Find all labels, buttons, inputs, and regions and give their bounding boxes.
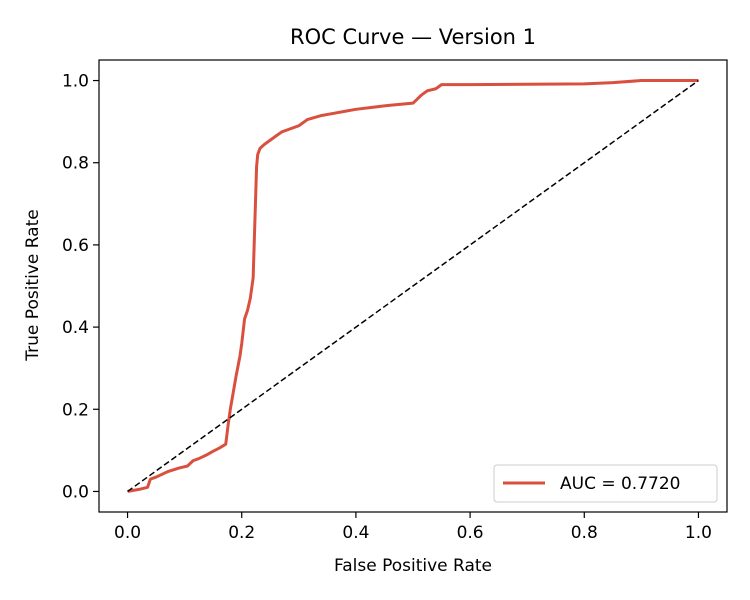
legend-box [493, 464, 718, 503]
y-tick-label: 1.0 [62, 72, 89, 92]
y-tick-label: 0.6 [62, 236, 89, 256]
y-axis-ticks: 0.0 0.2 0.4 0.6 0.8 1.0 [62, 72, 99, 502]
x-tick-label: 1.0 [685, 523, 712, 543]
y-tick-label: 0.0 [62, 482, 89, 502]
plot-area [98, 59, 728, 513]
y-tick-label: 0.4 [62, 318, 89, 338]
roc-curve-line-1 [127, 79, 699, 493]
x-axis-label: False Positive Rate [334, 556, 492, 576]
y-axis-label: True Positive Rate [23, 209, 43, 361]
y-tick-label: 0.2 [62, 400, 89, 420]
y-tick-label: 0.8 [62, 154, 89, 174]
legend: AUC = 0.7720 [493, 464, 718, 503]
x-tick-label: 0.4 [342, 523, 369, 543]
x-tick-label: 0.0 [114, 523, 141, 543]
chart-title: ROC Curve — Version 1 [290, 25, 536, 49]
x-tick-label: 0.2 [228, 523, 255, 543]
x-axis-ticks: 0.0 0.2 0.4 0.6 0.8 1.0 [114, 512, 712, 543]
x-tick-label: 0.6 [457, 523, 484, 543]
plot-frame [98, 59, 728, 513]
legend-entry-label: AUC = 0.7720 [560, 474, 680, 494]
chance-diagonal-line [127, 79, 699, 493]
x-tick-label: 0.8 [571, 523, 598, 543]
